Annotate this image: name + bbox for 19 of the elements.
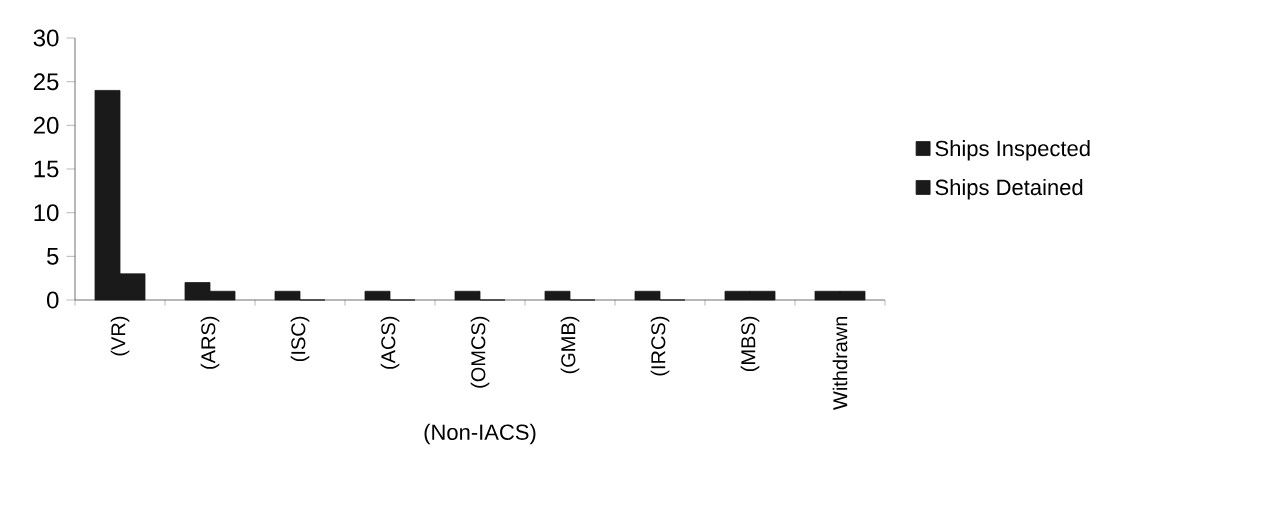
y-tick-label: 20 [33,116,59,134]
x-tick-label: (ISC) [290,316,310,362]
x-axis-title: (Non-IACS) [424,423,536,445]
legend-label: Ships Detained [935,179,1083,200]
y-tick-label: 5 [47,247,59,265]
x-tick-label: Withdrawn [832,316,848,410]
x-tick-label: (VR) [110,316,130,356]
y-tick-label: 30 [33,29,59,47]
y-tick-label: 0 [47,291,59,309]
x-tick-label: (GMB) [560,316,580,374]
legend-label: Ships Inspected [935,140,1090,161]
x-tick-label: (MBS) [740,316,760,372]
y-tick-label: 15 [34,160,59,178]
x-tick-label: (ARS) [200,316,220,369]
y-tick-label: 10 [34,204,59,222]
x-tick-label: (OMCS) [470,316,490,388]
x-tick-label: (IRCS) [650,316,670,376]
x-tick-label: (ACS) [380,316,400,369]
y-tick-label: 25 [33,73,59,91]
